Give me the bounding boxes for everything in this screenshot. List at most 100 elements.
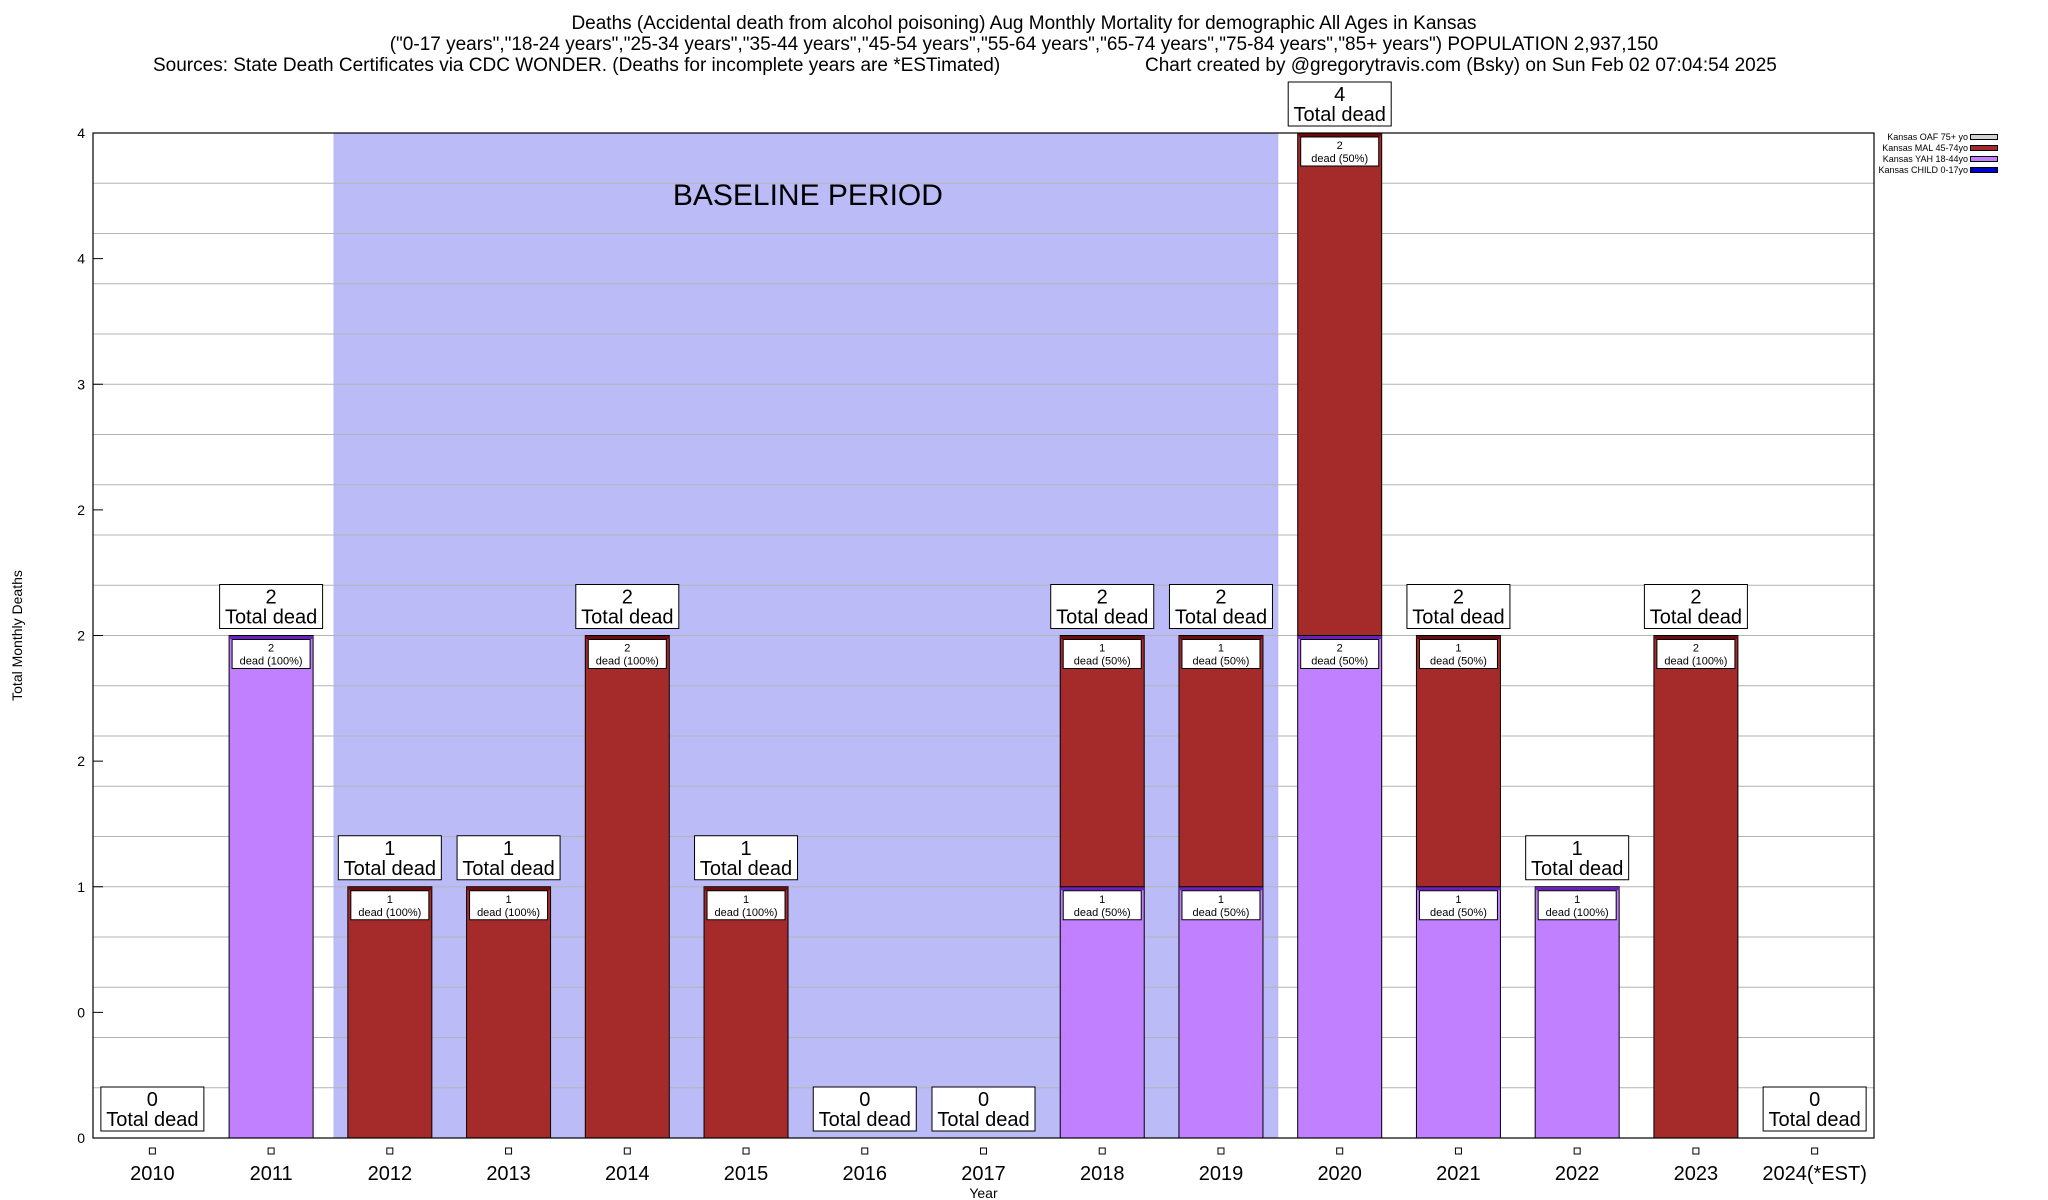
x-marker: [623, 1147, 631, 1155]
total-label-text: Total dead: [1412, 607, 1504, 629]
total-label-text: Total dead: [1056, 607, 1148, 629]
chart-sources-line: Sources: State Death Certificates via CD…: [153, 55, 1001, 76]
legend-swatch: [1970, 167, 1998, 173]
bar-segment: [1415, 635, 1501, 888]
bar-segment: [1178, 886, 1264, 1139]
legend-item: Kansas OAF 75+ yo: [1860, 132, 2010, 143]
total-label-value: 2: [1453, 587, 1464, 609]
total-label-text: Total dead: [225, 607, 317, 629]
total-label-box: [694, 835, 799, 881]
x-tick-label: 2012: [368, 1163, 413, 1185]
segment-label-box: [1656, 639, 1736, 669]
x-marker: [1811, 1147, 1819, 1155]
x-marker: [1336, 1147, 1344, 1155]
segment-label-box: [1418, 890, 1498, 921]
x-marker: [386, 1147, 394, 1155]
bar-segment: [703, 886, 789, 1139]
y-tick-label: 3: [77, 376, 85, 392]
segment-label-count: 1: [1099, 894, 1105, 906]
total-label-box: [1287, 81, 1392, 127]
legend-swatch: [1970, 156, 1998, 162]
segment-label-count: 2: [1337, 140, 1343, 152]
total-label-box: [812, 1086, 917, 1132]
bar-segment: [228, 635, 314, 1139]
x-marker: [1454, 1147, 1462, 1155]
y-tick-label: 1: [77, 879, 85, 895]
legend-item: Kansas MAL 45-74yo: [1860, 143, 2010, 154]
x-marker: [505, 1147, 513, 1155]
bar-segment: [584, 635, 670, 1139]
legend-label: Kansas OAF 75+ yo: [1887, 132, 1968, 142]
segment-label-count: 1: [387, 894, 393, 906]
segment-label-box: [231, 639, 311, 669]
total-label-value: 2: [1690, 587, 1701, 609]
x-tick-label: 2015: [724, 1163, 769, 1185]
segment-label-count: 1: [1218, 894, 1224, 906]
total-label-box: [1762, 1086, 1867, 1132]
x-tick-label: 2014: [605, 1163, 650, 1185]
total-label-box: [219, 584, 324, 629]
segment-label-text: dead (100%): [358, 907, 421, 919]
total-label-box: [1525, 835, 1630, 881]
x-tick-label: 2018: [1080, 1163, 1125, 1185]
x-marker: [1098, 1147, 1106, 1155]
total-label-box: [456, 835, 561, 881]
x-marker: [1692, 1147, 1700, 1155]
total-label-box: [1050, 584, 1155, 629]
x-tick-label: 2017: [961, 1163, 1006, 1185]
segment-label-box: [1418, 639, 1498, 669]
segment-label-count: 2: [268, 643, 274, 655]
x-marker: [980, 1147, 987, 1155]
total-label-text: Total dead: [1175, 607, 1267, 629]
x-tick-label: 2013: [486, 1163, 531, 1185]
legend-item: Kansas CHILD 0-17yo: [1860, 165, 2010, 176]
total-label-text: Total dead: [1294, 104, 1386, 126]
segment-label-box: [1181, 639, 1261, 669]
bar-segment: [1534, 886, 1620, 1139]
legend-label: Kansas CHILD 0-17yo: [1878, 165, 1968, 175]
segment-label-count: 2: [1693, 643, 1699, 655]
x-marker: [1573, 1147, 1581, 1155]
total-label-box: [575, 584, 680, 629]
y-tick-label: 4: [77, 251, 85, 267]
x-tick-label: 2021: [1436, 1163, 1481, 1185]
x-marker: [742, 1147, 750, 1155]
chart-credit-line: Chart created by @gregorytravis.com (Bsk…: [1145, 55, 1777, 76]
x-tick-label: 2011: [250, 1163, 293, 1185]
segment-label-text: dead (50%): [1193, 656, 1250, 668]
bar-segment: [1415, 886, 1501, 1139]
total-label-value: 0: [147, 1089, 158, 1111]
total-label-text: Total dead: [344, 858, 436, 880]
total-label-value: 2: [1215, 587, 1226, 609]
y-tick-label: 2: [77, 502, 85, 518]
x-tick-label: 2024(*EST): [1762, 1163, 1867, 1185]
x-tick-label: 2020: [1317, 1163, 1362, 1185]
legend-swatch: [1970, 145, 1998, 151]
segment-label-text: dead (50%): [1430, 907, 1487, 919]
segment-label-count: 1: [1574, 894, 1580, 906]
y-tick-label: 2: [77, 628, 85, 644]
total-label-value: 2: [622, 587, 633, 609]
segment-label-box: [706, 890, 786, 921]
chart-title-line-2: ("0-17 years","18-24 years","25-34 years…: [389, 34, 1659, 55]
total-label-value: 1: [384, 838, 395, 860]
total-label-text: Total dead: [1650, 607, 1742, 629]
legend-label: Kansas YAH 18-44yo: [1882, 154, 1968, 164]
total-label-text: Total dead: [1531, 858, 1623, 880]
segment-label-text: dead (50%): [1311, 153, 1368, 165]
segment-label-text: dead (100%): [1664, 656, 1727, 668]
segment-label-count: 1: [1455, 643, 1461, 655]
segment-label-count: 1: [1455, 894, 1461, 906]
segment-label-text: dead (100%): [596, 656, 659, 668]
x-tick-label: 2019: [1199, 1163, 1244, 1185]
total-label-value: 2: [1097, 587, 1108, 609]
total-label-value: 1: [1572, 838, 1583, 860]
segment-label-box: [1537, 890, 1617, 921]
x-marker: [148, 1147, 156, 1155]
x-tick-label: 2022: [1555, 1163, 1600, 1185]
total-label-value: 1: [503, 838, 514, 860]
total-label-text: Total dead: [937, 1109, 1029, 1131]
total-label-value: 1: [740, 838, 751, 860]
segment-label-count: 2: [624, 643, 630, 655]
